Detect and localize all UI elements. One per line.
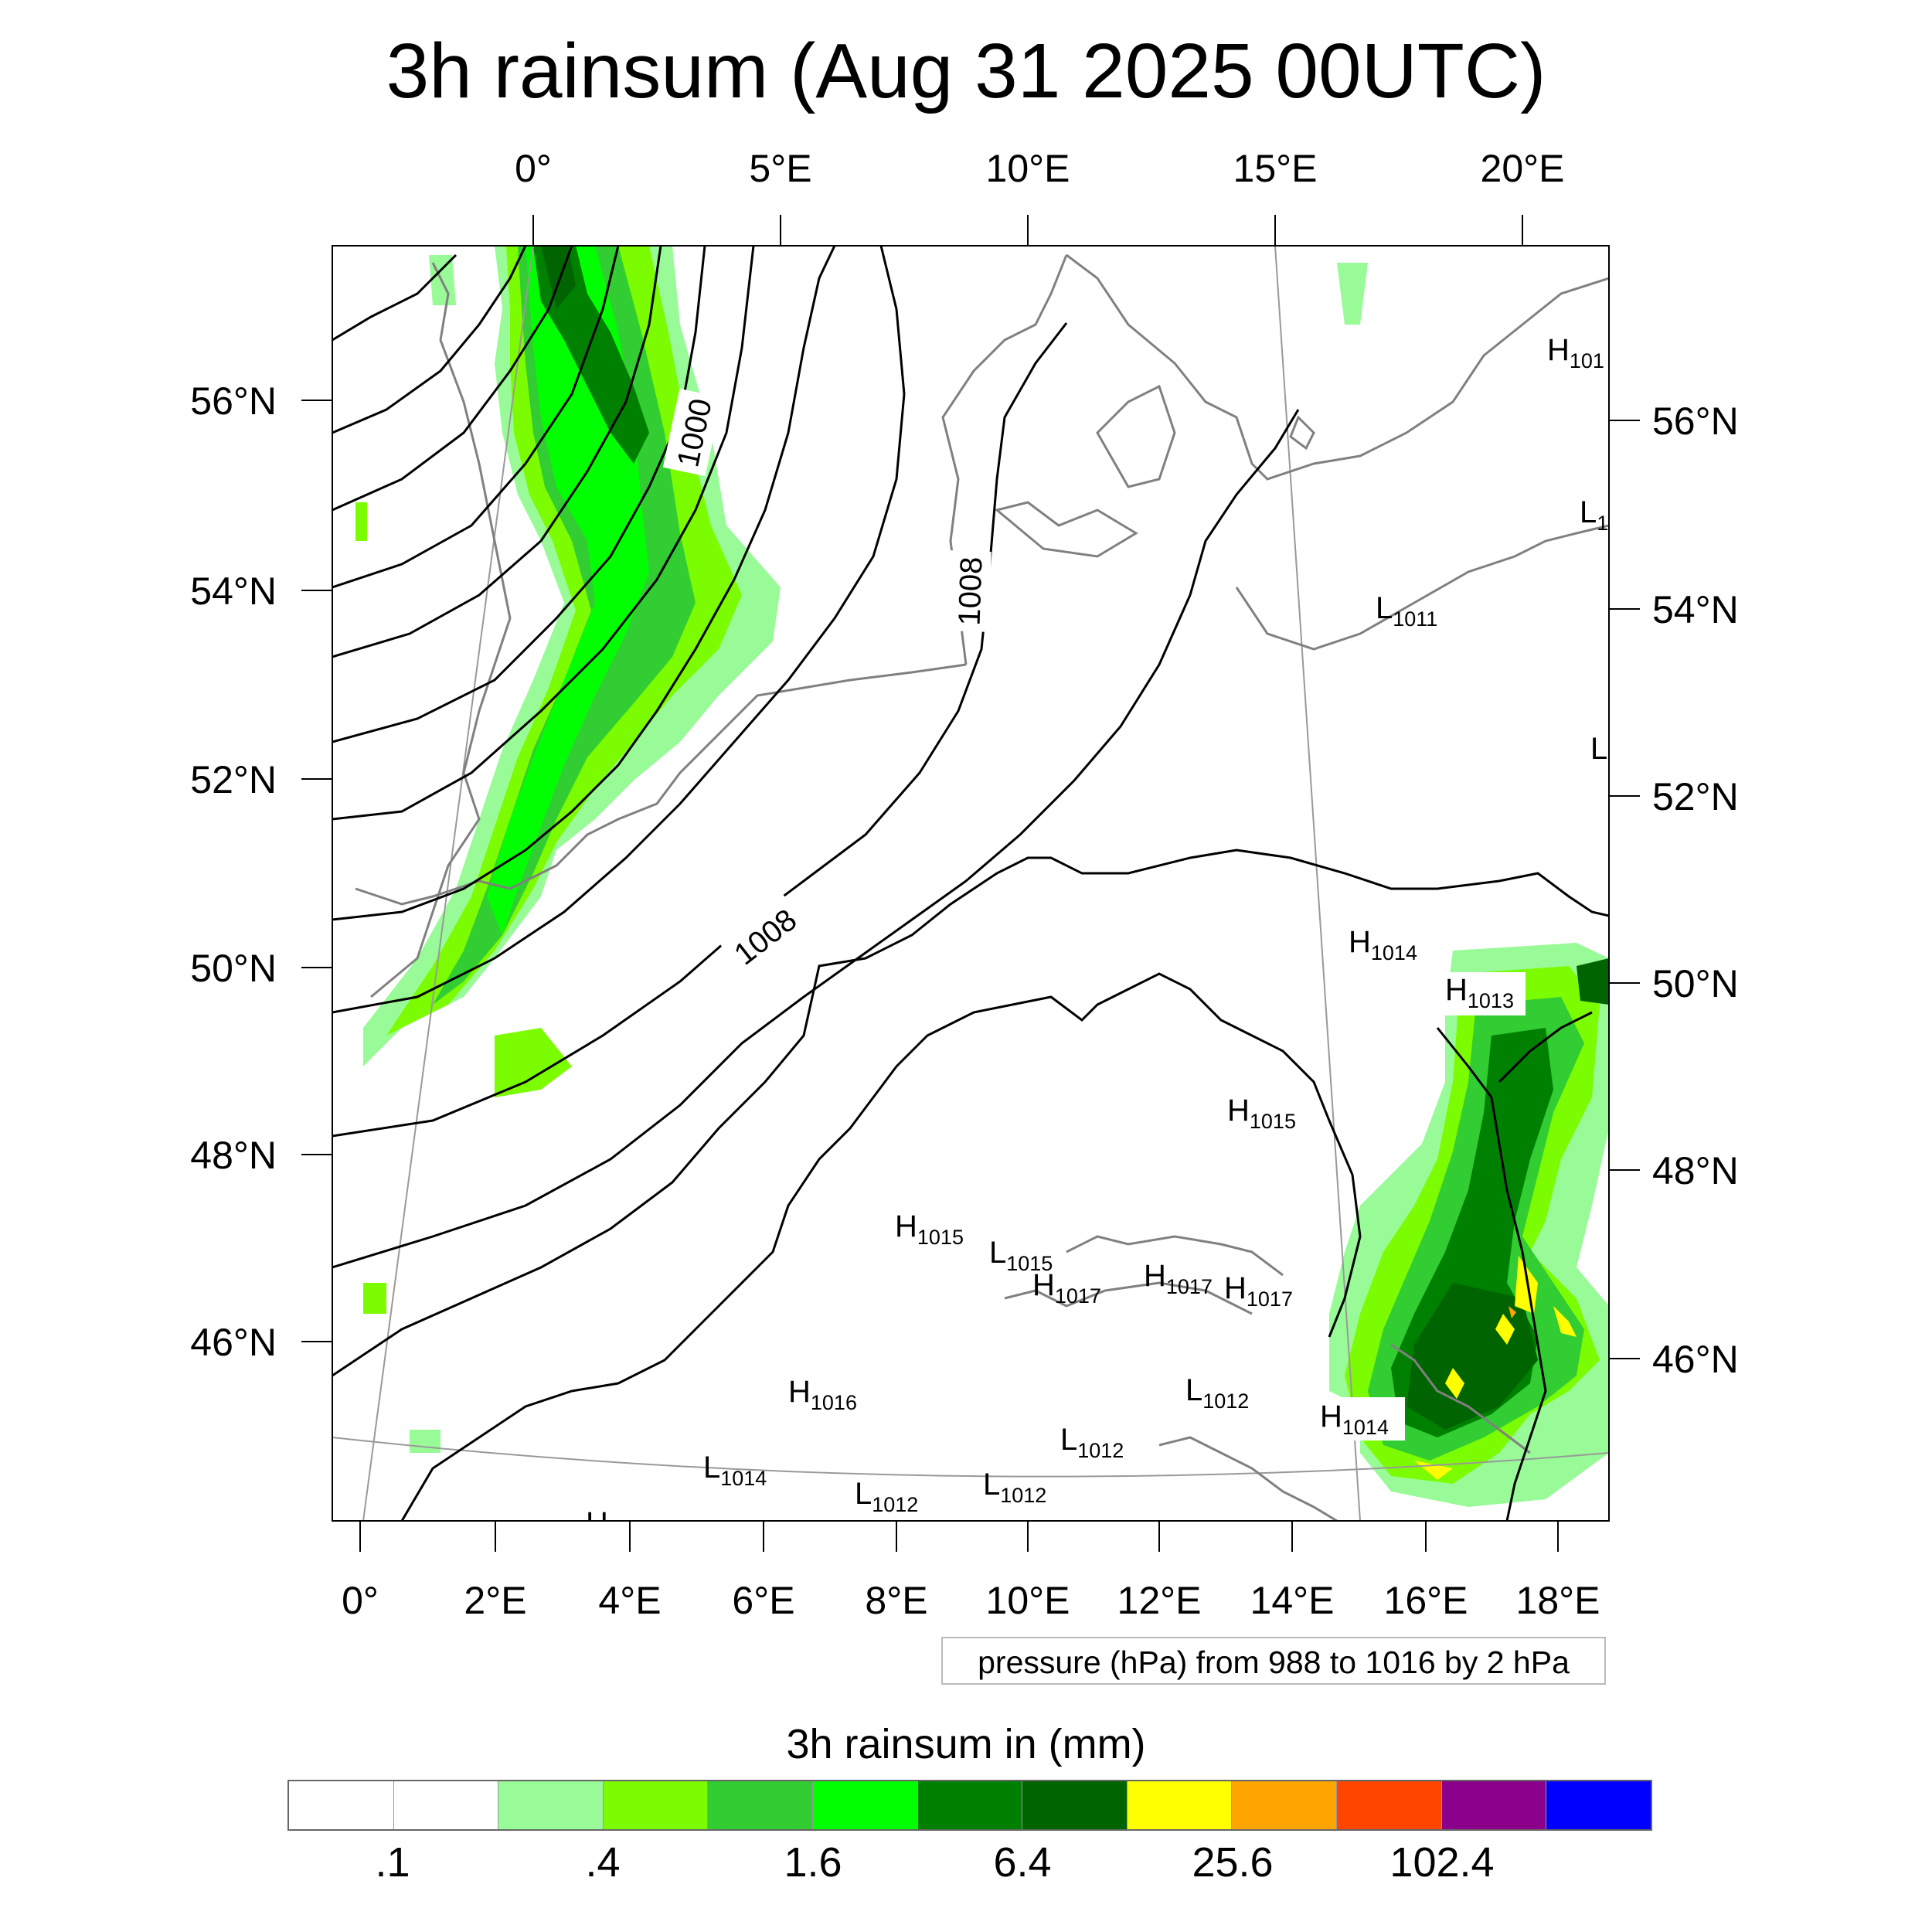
pressure-center: H1014 xyxy=(1320,1400,1389,1439)
colorbar-tick-label: 1.6 xyxy=(784,1839,842,1886)
colorbar-tick-label: 6.4 xyxy=(993,1839,1052,1886)
colorbar-swatch xyxy=(498,1781,604,1829)
pressure-center: H1013 xyxy=(1445,973,1514,1012)
colorbar-swatch xyxy=(708,1781,814,1829)
bottom-lon-label: 8°E xyxy=(865,1579,927,1622)
colorbar-swatch xyxy=(1127,1781,1233,1829)
rain-field-west xyxy=(355,246,1368,1453)
pressure-center: L1012 xyxy=(1060,1423,1124,1462)
rain-field-southeast xyxy=(1329,943,1609,1507)
left-lat-label: 54°N xyxy=(190,570,277,613)
right-lat-label: 50°N xyxy=(1652,962,1739,1005)
tick-marks xyxy=(301,215,1640,1552)
pressure-center: L1014 xyxy=(703,1451,767,1490)
colorbar-tick-label: .1 xyxy=(375,1839,410,1886)
top-lon-label: 20°E xyxy=(1481,147,1565,190)
graticule xyxy=(332,246,1609,1521)
top-lon-label: 5°E xyxy=(749,147,811,190)
left-lat-label: 48°N xyxy=(190,1134,277,1177)
right-lat-label: 48°N xyxy=(1652,1149,1739,1192)
isobar-labels: 1000 1008 1008 xyxy=(662,388,992,978)
bottom-lon-label: 16°E xyxy=(1384,1579,1468,1622)
colorbar-swatch xyxy=(603,1781,709,1829)
pressure-center: H1017 xyxy=(1144,1259,1213,1298)
colorbar-swatch xyxy=(1337,1781,1442,1829)
pressure-center: L1012 xyxy=(983,1468,1046,1507)
pressure-center: H1015 xyxy=(895,1209,964,1249)
colorbar-swatch xyxy=(393,1781,499,1829)
colorbar-swatch xyxy=(1441,1781,1547,1829)
colorbar-swatch xyxy=(917,1781,1023,1829)
pressure-center: L xyxy=(1590,732,1607,766)
colorbar xyxy=(287,1780,1652,1831)
plot-frame xyxy=(332,245,1610,1522)
isobar-label: 1008 xyxy=(952,556,988,626)
colorbar-tick-label: 102.4 xyxy=(1389,1839,1495,1886)
left-lat-label: 46°N xyxy=(190,1321,277,1364)
colorbar-swatch xyxy=(813,1781,918,1829)
pressure-center: L1015 xyxy=(989,1236,1053,1275)
bottom-lon-label: 0° xyxy=(342,1579,379,1622)
contour-info-box: pressure (hPa) from 988 to 1016 by 2 hPa xyxy=(941,1637,1606,1685)
left-lat-label: 56°N xyxy=(190,379,277,423)
coastlines xyxy=(355,253,1609,1521)
bottom-lon-label: 12°E xyxy=(1117,1579,1202,1622)
pressure-center: H1014 xyxy=(1349,925,1417,964)
pressure-center: L1011 xyxy=(1376,591,1437,631)
top-lon-label: 10°E xyxy=(986,147,1070,190)
colorbar-tick-label: 25.6 xyxy=(1192,1839,1274,1886)
left-lat-label: 50°N xyxy=(190,947,277,990)
pressure-center: H101 xyxy=(1547,333,1604,372)
pressure-center: H1017 xyxy=(1224,1271,1293,1311)
colorbar-swatch xyxy=(1022,1781,1128,1829)
pressure-center: H xyxy=(586,1506,608,1540)
colorbar-swatch xyxy=(1232,1781,1338,1829)
right-lat-label: 56°N xyxy=(1652,400,1739,443)
pressure-center: H1016 xyxy=(788,1375,857,1414)
left-lat-label: 52°N xyxy=(190,758,277,801)
right-lat-label: 52°N xyxy=(1652,775,1739,818)
top-lon-label: 0° xyxy=(515,147,552,190)
colorbar-swatch xyxy=(1546,1781,1651,1829)
right-lat-label: 46°N xyxy=(1652,1338,1739,1381)
bottom-lon-label: 2°E xyxy=(464,1579,526,1622)
bottom-lon-label: 6°E xyxy=(732,1579,794,1622)
bottom-lon-label: 18°E xyxy=(1516,1579,1600,1622)
pressure-center: H1015 xyxy=(1227,1094,1296,1133)
top-lon-label: 15°E xyxy=(1233,147,1318,190)
map-title: 3h rainsum (Aug 31 2025 00UTC) xyxy=(386,28,1546,114)
isobars xyxy=(332,246,1609,1521)
right-lat-label: 54°N xyxy=(1652,588,1739,631)
bottom-lon-label: 14°E xyxy=(1250,1579,1335,1622)
bottom-lon-label: 4°E xyxy=(598,1579,661,1622)
pressure-center: H1017 xyxy=(1032,1268,1101,1308)
pressure-center: L1012 xyxy=(855,1477,918,1516)
pressure-centers: H101 L1 L1011 L H1014 H1013 H1015 H1015 … xyxy=(586,333,1608,1540)
pressure-center: L1012 xyxy=(1185,1373,1249,1413)
pressure-center: L1 xyxy=(1580,495,1608,535)
colorbar-swatch xyxy=(289,1781,394,1829)
colorbar-tick-label: .4 xyxy=(585,1839,621,1886)
colorbar-title: 3h rainsum in (mm) xyxy=(786,1721,1146,1767)
bottom-lon-label: 10°E xyxy=(986,1579,1070,1622)
